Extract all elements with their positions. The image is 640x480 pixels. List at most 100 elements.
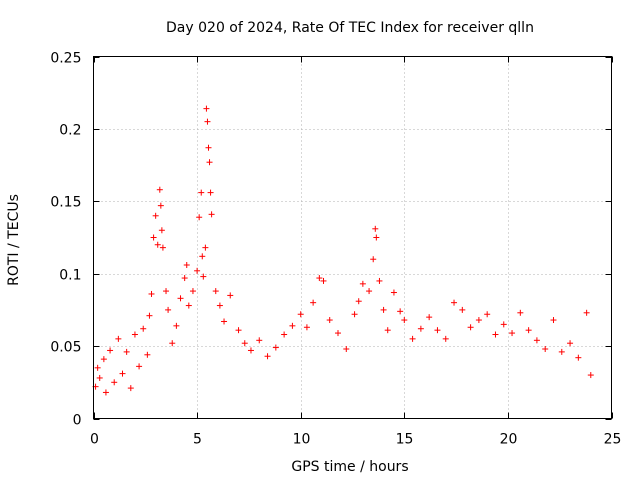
data-point (434, 327, 441, 334)
data-point (159, 244, 166, 251)
x-tick-label: 0 (90, 432, 99, 448)
data-point (177, 295, 184, 302)
data-point (199, 253, 206, 260)
data-point (207, 189, 214, 196)
data-point (127, 385, 134, 392)
data-point (206, 159, 213, 166)
data-point (533, 337, 540, 344)
x-tick-label: 20 (500, 432, 518, 448)
data-point (370, 256, 377, 263)
data-point (173, 322, 180, 329)
data-point (467, 324, 474, 331)
data-point (380, 306, 387, 313)
data-point (272, 344, 279, 351)
data-point (384, 327, 391, 334)
x-axis: 0 5 10 15 20 25 (90, 56, 621, 448)
y-tick-label: 0 (73, 413, 82, 429)
data-point (390, 289, 397, 296)
data-point (475, 317, 482, 324)
data-point (567, 340, 574, 347)
data-point (131, 331, 138, 338)
data-point (492, 331, 499, 338)
data-point (316, 275, 323, 282)
data-point (451, 299, 458, 306)
y-tick-label: 0.25 (50, 51, 81, 67)
data-point (94, 364, 101, 371)
data-point (334, 330, 341, 337)
data-point (359, 280, 366, 287)
x-tick-label: 15 (396, 432, 414, 448)
y-tick-label: 0.2 (59, 123, 81, 139)
data-point (320, 277, 327, 284)
y-tick-label: 0.1 (59, 268, 81, 284)
data-point (140, 325, 147, 332)
data-point (247, 347, 254, 354)
data-point (376, 277, 383, 284)
data-point (212, 288, 219, 295)
data-point (181, 275, 188, 282)
data-point (372, 225, 379, 232)
data-point (281, 331, 288, 338)
data-point (102, 389, 109, 396)
data-point (509, 330, 516, 337)
y-tick-label: 0.15 (50, 195, 81, 211)
data-point (241, 340, 248, 347)
data-point (401, 317, 408, 324)
data-point (484, 311, 491, 318)
data-point (202, 244, 209, 251)
data-point (326, 317, 333, 324)
data-point (169, 340, 176, 347)
data-point (158, 227, 165, 234)
data-point (256, 337, 263, 344)
y-tick-label: 0.05 (50, 340, 81, 356)
data-point (442, 335, 449, 342)
data-point (156, 186, 163, 193)
data-point (310, 299, 317, 306)
data-point (194, 267, 201, 274)
data-point (221, 318, 228, 325)
data-point (500, 321, 507, 328)
data-point (189, 288, 196, 295)
data-point (373, 234, 380, 241)
data-point (115, 335, 122, 342)
data-point (107, 347, 114, 354)
data-point (351, 311, 358, 318)
data-point (200, 273, 207, 280)
y-axis: 0 0.05 0.1 0.15 0.2 0.25 (50, 51, 612, 429)
data-point (264, 353, 271, 360)
data-point (235, 327, 242, 334)
data-point (216, 302, 223, 309)
data-point (542, 345, 549, 352)
data-point (397, 308, 404, 315)
data-point (550, 317, 557, 324)
data-point (198, 189, 205, 196)
data-point (587, 372, 594, 379)
data-point (297, 311, 304, 318)
grid (93, 56, 612, 419)
data-point (355, 298, 362, 305)
data-point (575, 354, 582, 361)
data-point (148, 290, 155, 297)
data-point (150, 234, 157, 241)
chart-title: Day 020 of 2024, Rate Of TEC Index for r… (166, 20, 534, 36)
data-point (196, 214, 203, 221)
data-point (136, 363, 143, 370)
data-point (426, 314, 433, 321)
x-axis-label: GPS time / hours (291, 459, 408, 475)
data-point (558, 348, 565, 355)
data-point (409, 335, 416, 342)
data-point (111, 379, 118, 386)
data-point (100, 356, 107, 363)
data-point (289, 322, 296, 329)
data-point (205, 144, 212, 151)
data-point (152, 212, 159, 219)
data-point (154, 241, 161, 248)
data-point (144, 351, 151, 358)
data-point (185, 302, 192, 309)
data-points (92, 105, 594, 396)
data-point (517, 309, 524, 316)
data-point (204, 118, 211, 125)
data-point (303, 324, 310, 331)
data-point (366, 288, 373, 295)
